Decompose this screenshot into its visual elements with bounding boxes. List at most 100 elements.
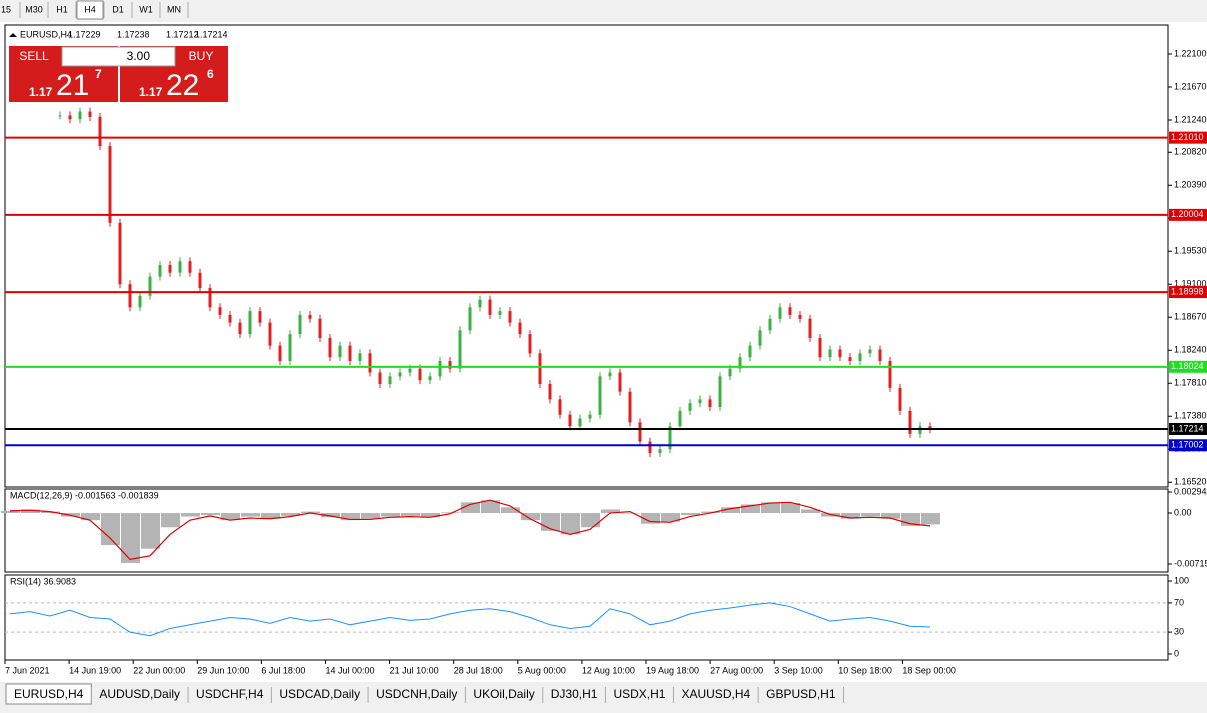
macd-title: MACD(12,26,9) -0.001563 -0.001839 bbox=[10, 490, 159, 500]
current-price-label: 1.17214 bbox=[1171, 423, 1204, 433]
candle bbox=[888, 360, 892, 388]
level-label: 1.17002 bbox=[1171, 440, 1204, 450]
candle bbox=[598, 376, 602, 415]
symbol-tab[interactable]: USDCNH,Daily bbox=[376, 687, 457, 701]
candle bbox=[88, 111, 92, 117]
level-tag bbox=[1169, 208, 1207, 221]
candle bbox=[688, 403, 692, 411]
timeframe-button[interactable]: 15 bbox=[1, 4, 11, 14]
candle bbox=[558, 399, 562, 415]
candle bbox=[718, 376, 722, 408]
timeframe-button[interactable]: H4 bbox=[84, 4, 96, 14]
rsi-tick-label: 30 bbox=[1174, 626, 1184, 636]
active-timeframe[interactable] bbox=[76, 0, 104, 20]
symbol-tab[interactable]: GBPUSD,H1 bbox=[766, 687, 836, 701]
x-tick-label: 19 Aug 18:00 bbox=[646, 665, 699, 675]
macd-bar bbox=[841, 513, 860, 519]
timeframe-button[interactable]: MN bbox=[167, 4, 181, 14]
macd-bar bbox=[201, 513, 220, 516]
timeframe-button[interactable]: W1 bbox=[139, 4, 153, 14]
timeframe-button[interactable]: M30 bbox=[25, 4, 43, 14]
macd-bar bbox=[541, 513, 560, 531]
candle bbox=[168, 265, 172, 273]
macd-tick-label: 0.002947 bbox=[1174, 486, 1207, 496]
level-tag bbox=[1169, 439, 1207, 452]
candle bbox=[388, 376, 392, 385]
macd-bar bbox=[221, 513, 240, 521]
macd-bar bbox=[181, 513, 200, 517]
candle bbox=[118, 222, 122, 285]
symbol-tab[interactable]: USDX,H1 bbox=[613, 687, 665, 701]
level-tag bbox=[1169, 131, 1207, 144]
symbol-tab[interactable]: AUDUSD,Daily bbox=[99, 687, 180, 701]
candle bbox=[328, 337, 332, 358]
candle bbox=[908, 410, 912, 434]
lot-value[interactable]: 3.00 bbox=[127, 49, 151, 63]
current-price-tag bbox=[1169, 422, 1207, 435]
symbol-tab[interactable]: UKOil,Daily bbox=[473, 687, 534, 701]
symbol-tab[interactable]: DJ30,H1 bbox=[551, 687, 598, 701]
macd-bar bbox=[281, 513, 300, 516]
candle bbox=[738, 357, 742, 369]
symbol-tab[interactable]: USDCHF,H4 bbox=[196, 687, 264, 701]
macd-tick-label: -0.00715 bbox=[1174, 558, 1207, 568]
macd-bar bbox=[261, 513, 280, 519]
candle bbox=[608, 372, 612, 377]
candle bbox=[868, 349, 872, 354]
macd-panel bbox=[4, 488, 1169, 573]
macd-bar bbox=[301, 511, 320, 514]
x-tick-label: 21 Jul 10:00 bbox=[390, 665, 439, 675]
candle bbox=[78, 111, 82, 120]
candle bbox=[628, 391, 632, 423]
candle bbox=[248, 311, 252, 335]
candle bbox=[728, 368, 732, 377]
candle bbox=[488, 299, 492, 315]
symbol-tab[interactable]: USDCAD,Daily bbox=[279, 687, 360, 701]
macd-bar bbox=[641, 513, 660, 524]
ask-pips: 22 bbox=[166, 69, 199, 102]
macd-bar bbox=[341, 513, 360, 521]
macd-bar bbox=[381, 513, 400, 517]
candle bbox=[438, 360, 442, 377]
timeframe-button[interactable]: D1 bbox=[112, 4, 124, 14]
y-tick-label: 1.20820 bbox=[1174, 147, 1207, 157]
macd-bar bbox=[1, 510, 20, 514]
candle bbox=[108, 146, 112, 223]
collapse-icon bbox=[9, 33, 17, 37]
candle bbox=[128, 284, 132, 308]
macd-bar bbox=[881, 513, 900, 519]
rsi-title: RSI(14) 36.9083 bbox=[10, 576, 76, 586]
y-tick-label: 1.16520 bbox=[1174, 477, 1207, 487]
candle bbox=[858, 353, 862, 361]
candle bbox=[638, 422, 642, 442]
candle bbox=[478, 299, 482, 308]
sell-button[interactable]: SELL bbox=[19, 49, 49, 63]
candle bbox=[648, 441, 652, 454]
x-tick-label: 27 Aug 00:00 bbox=[710, 665, 763, 675]
timeframe-button[interactable]: H1 bbox=[56, 4, 68, 14]
candle bbox=[208, 288, 212, 308]
macd-bar bbox=[81, 513, 100, 521]
macd-bar bbox=[761, 502, 780, 514]
x-tick-label: 10 Sep 18:00 bbox=[838, 665, 892, 675]
candle bbox=[838, 349, 842, 358]
rsi-line bbox=[9, 602, 931, 637]
buy-button[interactable]: BUY bbox=[189, 49, 214, 63]
macd-bar bbox=[441, 512, 460, 514]
header-close: 1.17214 bbox=[195, 29, 228, 39]
candle bbox=[418, 368, 422, 381]
macd-bar bbox=[321, 513, 340, 518]
macd-bar bbox=[501, 507, 520, 514]
bid-point: 7 bbox=[95, 67, 102, 81]
macd-bar bbox=[401, 513, 420, 516]
header-symbol: EURUSD,H4 bbox=[20, 29, 72, 39]
symbol-tab[interactable]: EURUSD,H4 bbox=[14, 687, 84, 701]
candle bbox=[828, 349, 832, 358]
lot-field[interactable] bbox=[61, 46, 176, 67]
symbol-tab[interactable]: XAUUSD,H4 bbox=[681, 687, 750, 701]
candle bbox=[778, 307, 782, 319]
level-label: 1.18998 bbox=[1171, 286, 1204, 296]
candle bbox=[338, 345, 342, 358]
level-tag bbox=[1169, 286, 1207, 299]
